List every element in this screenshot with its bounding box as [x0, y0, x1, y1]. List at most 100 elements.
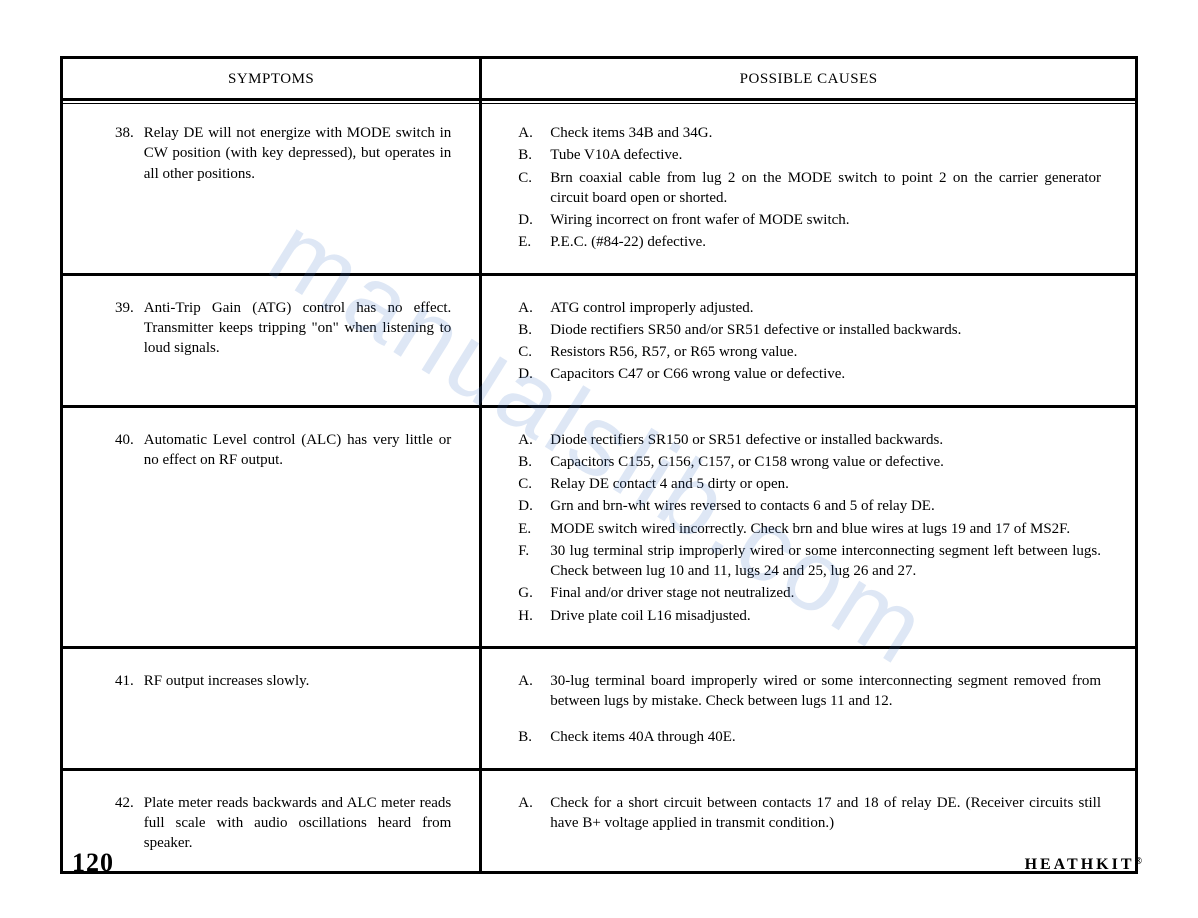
symptom-text: Anti-Trip Gain (ATG) control has no effe…: [144, 298, 452, 359]
table-row: 40. Automatic Level control (ALC) has ver…: [62, 406, 1137, 647]
causes-cell: A. ATG control improperly adjusted. B. Diod…: [481, 274, 1137, 406]
cause-text: Brn coaxial cable from lug 2 on the MODE…: [550, 168, 1101, 209]
cause-item: G. Final and/or driver stage not neutrali…: [518, 583, 1101, 603]
table-header-row: SYMPTOMS POSSIBLE CAUSES: [62, 58, 1137, 100]
symptom-cell: 39. Anti-Trip Gain (ATG) control has no e…: [62, 274, 481, 406]
table-row: 38. Relay DE will not energize with MODE …: [62, 100, 1137, 275]
cause-text: Tube V10A defective.: [550, 145, 1101, 165]
cause-item: H. Drive plate coil L16 misadjusted.: [518, 606, 1101, 626]
causes-cell: A. Diode rectifiers SR150 or SR51 defecti…: [481, 406, 1137, 647]
cause-item: A. ATG control improperly adjusted.: [518, 298, 1101, 318]
cause-label: A.: [518, 298, 540, 318]
symptom-number: 41.: [115, 671, 134, 691]
cause-label: A.: [518, 793, 540, 834]
symptom-number: 42.: [115, 793, 134, 854]
brand-text: HEATHKIT: [1025, 856, 1135, 873]
cause-text: Final and/or driver stage not neutralize…: [550, 583, 1101, 603]
cause-item: D. Capacitors C47 or C66 wrong value or d…: [518, 364, 1101, 384]
cause-text: Wiring incorrect on front wafer of MODE …: [550, 210, 1101, 230]
brand-label: HEATHKIT®: [1025, 856, 1142, 874]
cause-item: C.Brn coaxial cable from lug 2 on the MO…: [518, 168, 1101, 209]
causes-cell: A.30-lug terminal board improperly wired…: [481, 647, 1137, 769]
cause-label: H.: [518, 606, 540, 626]
cause-item: A. Diode rectifiers SR150 or SR51 defecti…: [518, 430, 1101, 450]
symptom-number: 40.: [115, 430, 134, 471]
cause-text: Check items 34B and 34G.: [550, 123, 1101, 143]
registered-mark-icon: ®: [1135, 856, 1142, 867]
symptom-number: 39.: [115, 298, 134, 359]
cause-label: A.: [518, 671, 540, 712]
causes-cell: A. Check items 34B and 34G. B. Tube V10A de…: [481, 100, 1137, 275]
cause-label: A.: [518, 430, 540, 450]
cause-label: B.: [518, 320, 540, 340]
cause-label: D.: [518, 210, 540, 230]
cause-text: Drive plate coil L16 misadjusted.: [550, 606, 1101, 626]
header-symptoms: SYMPTOMS: [62, 58, 481, 100]
cause-item: A. Check items 34B and 34G.: [518, 123, 1101, 143]
cause-label: E.: [518, 232, 540, 252]
cause-label: C.: [518, 168, 540, 209]
page-number: 120: [72, 848, 114, 878]
cause-item: B. Diode rectifiers SR50 and/or SR51 defe…: [518, 320, 1101, 340]
cause-text: Diode rectifiers SR150 or SR51 defective…: [550, 430, 1101, 450]
table-row: 42. Plate meter reads backwards and ALC m…: [62, 769, 1137, 873]
cause-label: B.: [518, 145, 540, 165]
causes-list: A.Check for a short circuit between cont…: [510, 793, 1107, 834]
symptom-text: Plate meter reads backwards and ALC mete…: [144, 793, 452, 854]
cause-item: B. Capacitors C155, C156, C157, or C158 w…: [518, 452, 1101, 472]
cause-label: E.: [518, 519, 540, 539]
table-row: 39. Anti-Trip Gain (ATG) control has no e…: [62, 274, 1137, 406]
header-causes: POSSIBLE CAUSES: [481, 58, 1137, 100]
cause-item: E. P.E.C. (#84-22) defective.: [518, 232, 1101, 252]
cause-text: Resistors R56, R57, or R65 wrong value.: [550, 342, 1101, 362]
cause-item: D. Grn and brn-wht wires reversed to cont…: [518, 496, 1101, 516]
cause-item: D. Wiring incorrect on front wafer of MOD…: [518, 210, 1101, 230]
cause-label: B.: [518, 727, 540, 747]
cause-item: B. Check items 40A through 40E.: [518, 727, 1101, 747]
cause-text: Capacitors C47 or C66 wrong value or def…: [550, 364, 1101, 384]
cause-text: Check items 40A through 40E.: [550, 727, 1101, 747]
cause-label: B.: [518, 452, 540, 472]
symptom-text: Automatic Level control (ALC) has very l…: [144, 430, 452, 471]
cause-item: C. Resistors R56, R57, or R65 wrong value…: [518, 342, 1101, 362]
symptom-text: RF output increases slowly.: [144, 671, 452, 691]
symptom-cell: 42. Plate meter reads backwards and ALC m…: [62, 769, 481, 873]
cause-text: Grn and brn-wht wires reversed to contac…: [550, 496, 1101, 516]
causes-list: A. Check items 34B and 34G. B. Tube V10A de…: [510, 123, 1107, 253]
cause-text: Diode rectifiers SR50 and/or SR51 defect…: [550, 320, 1101, 340]
cause-text: P.E.C. (#84-22) defective.: [550, 232, 1101, 252]
cause-label: D.: [518, 496, 540, 516]
symptom-entry: 41. RF output increases slowly.: [91, 671, 451, 691]
symptom-entry: 40. Automatic Level control (ALC) has ver…: [91, 430, 451, 471]
list-spacer: [518, 713, 1101, 727]
cause-label: A.: [518, 123, 540, 143]
symptom-entry: 38. Relay DE will not energize with MODE …: [91, 123, 451, 184]
cause-text: ATG control improperly adjusted.: [550, 298, 1101, 318]
cause-text: 30 lug terminal strip improperly wired o…: [550, 541, 1101, 582]
symptom-entry: 39. Anti-Trip Gain (ATG) control has no e…: [91, 298, 451, 359]
cause-item: E.MODE switch wired incorrectly. Check b…: [518, 519, 1101, 539]
causes-list: A. ATG control improperly adjusted. B. Diod…: [510, 298, 1107, 385]
symptom-cell: 38. Relay DE will not energize with MODE …: [62, 100, 481, 275]
cause-label: C.: [518, 342, 540, 362]
manual-page: manualslib.com SYMPTOMS POSSIBLE CAUSES …: [0, 0, 1198, 918]
cause-text: Capacitors C155, C156, C157, or C158 wro…: [550, 452, 1101, 472]
causes-list: A.30-lug terminal board improperly wired…: [510, 671, 1107, 748]
symptom-cell: 41. RF output increases slowly.: [62, 647, 481, 769]
cause-label: D.: [518, 364, 540, 384]
cause-item: C. Relay DE contact 4 and 5 dirty or open…: [518, 474, 1101, 494]
cause-text: Relay DE contact 4 and 5 dirty or open.: [550, 474, 1101, 494]
cause-label: G.: [518, 583, 540, 603]
cause-text: 30-lug terminal board improperly wired o…: [550, 671, 1101, 712]
cause-text: Check for a short circuit between contac…: [550, 793, 1101, 834]
symptom-entry: 42. Plate meter reads backwards and ALC m…: [91, 793, 451, 854]
symptom-text: Relay DE will not energize with MODE swi…: [144, 123, 452, 184]
table-row: 41. RF output increases slowly. A.30-lug t…: [62, 647, 1137, 769]
cause-item: A.30-lug terminal board improperly wired…: [518, 671, 1101, 712]
cause-item: A.Check for a short circuit between cont…: [518, 793, 1101, 834]
cause-label: F.: [518, 541, 540, 582]
cause-item: B. Tube V10A defective.: [518, 145, 1101, 165]
symptom-number: 38.: [115, 123, 134, 184]
cause-label: C.: [518, 474, 540, 494]
causes-list: A. Diode rectifiers SR150 or SR51 defecti…: [510, 430, 1107, 626]
